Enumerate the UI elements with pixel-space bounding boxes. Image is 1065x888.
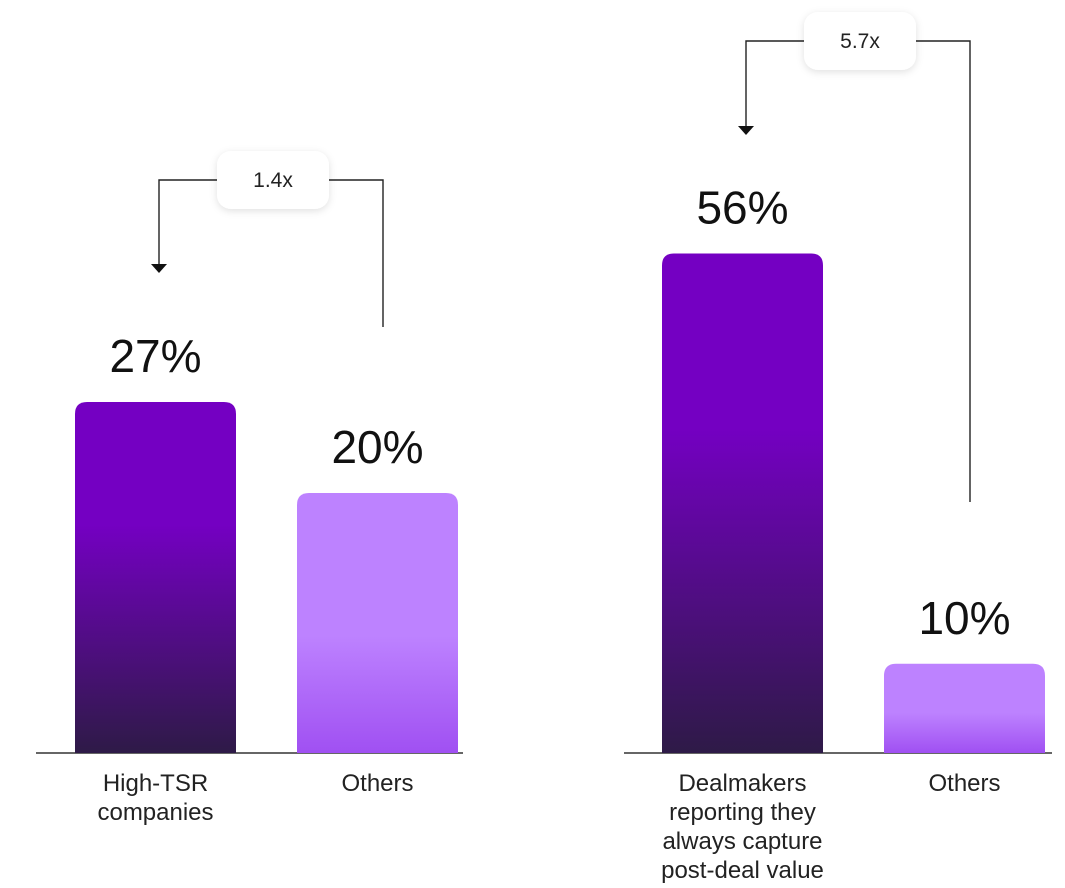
bar-value-label: 27%	[109, 330, 201, 382]
bar-value-label: 56%	[696, 181, 788, 233]
bar-primary	[75, 402, 236, 753]
left-bar-chart: 27% High-TSR companies 20% Others 1.4x	[36, 151, 463, 826]
bar-value-label: 10%	[918, 592, 1010, 644]
category-label-line: Others	[341, 770, 413, 797]
category-label-line: companies	[97, 799, 213, 826]
category-label-line: Others	[928, 770, 1000, 797]
ratio-label: 5.7x	[840, 30, 880, 53]
category-label: Dealmakers reporting they always capture po…	[661, 770, 824, 884]
ratio-label: 1.4x	[253, 169, 293, 192]
bar-others	[297, 493, 458, 753]
arrow-down-icon	[738, 126, 754, 135]
ratio-badge	[217, 151, 329, 209]
category-label-line: always capture	[662, 828, 822, 855]
bar-others	[884, 663, 1045, 753]
category-label-line: reporting they	[669, 799, 816, 826]
category-label-line: High-TSR	[103, 770, 208, 797]
category-label: Others	[928, 770, 1000, 797]
category-label-line: Dealmakers	[678, 770, 806, 797]
category-label: Others	[341, 770, 413, 797]
category-label-line: post-deal value	[661, 857, 824, 884]
ratio-badge	[804, 12, 916, 70]
bar-primary	[662, 253, 823, 754]
right-bar-chart: 56% Dealmakers reporting they always captur…	[624, 12, 1052, 884]
arrow-down-icon	[151, 264, 167, 273]
bar-value-label: 20%	[331, 421, 423, 473]
category-label: High-TSR companies	[97, 770, 213, 826]
